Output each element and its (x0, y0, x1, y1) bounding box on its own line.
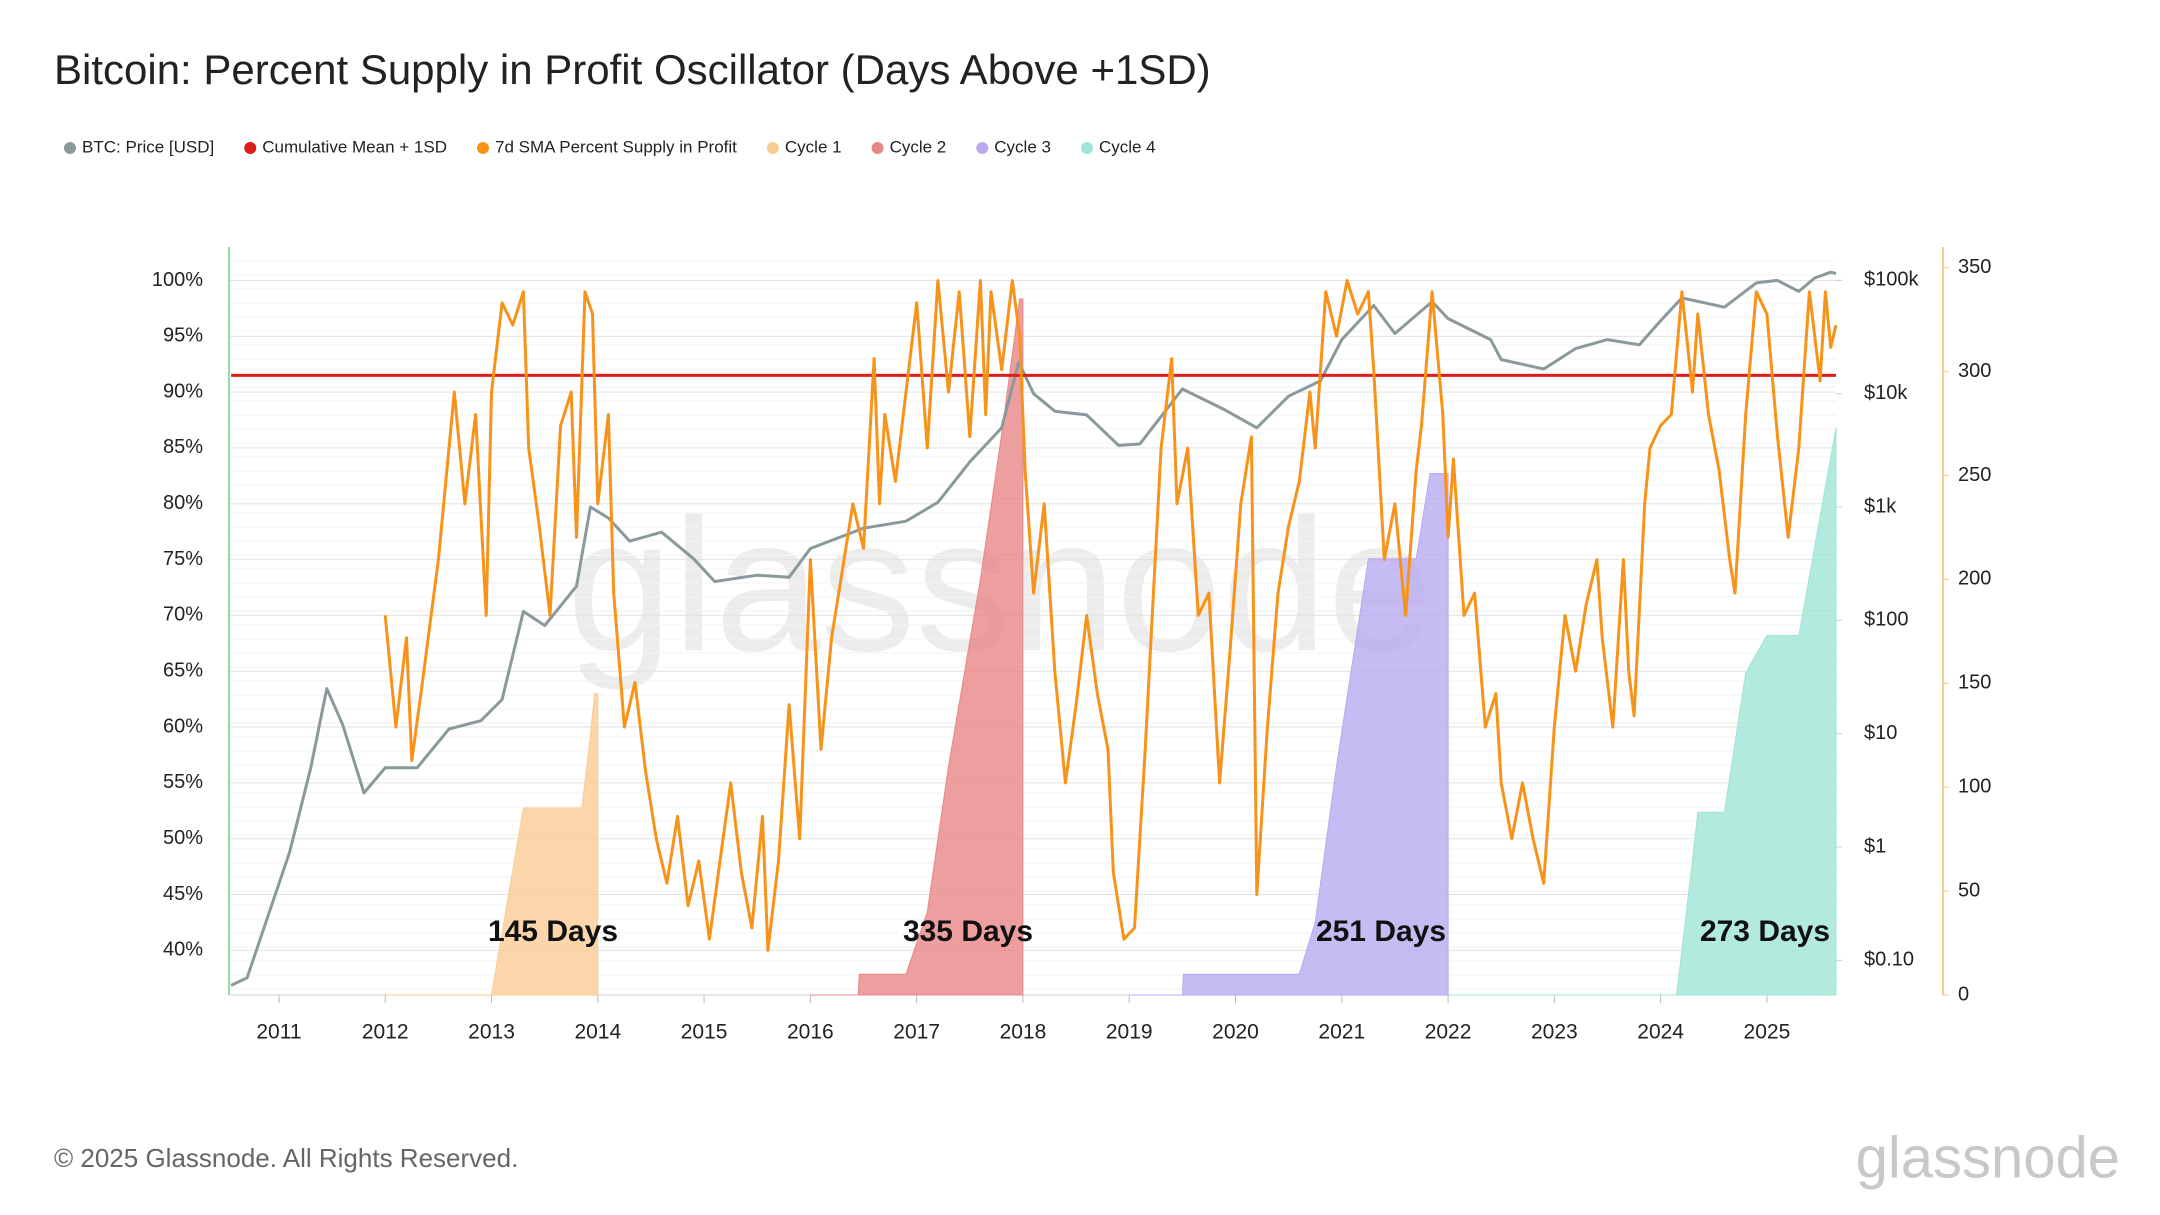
y3-tick-label: 200 (1958, 568, 1991, 590)
legend-label: Cycle 1 (785, 137, 842, 156)
x-tick-label: 2013 (468, 1021, 515, 1044)
y2-tick-label: $1k (1864, 495, 1897, 517)
x-tick-label: 2014 (574, 1021, 621, 1044)
x-tick-label: 2012 (362, 1021, 409, 1044)
legend-label: Cycle 2 (890, 137, 947, 156)
y3-tick-label: 50 (1958, 879, 1980, 901)
cycle-area (1129, 473, 1449, 996)
y-tick-label: 90% (163, 380, 203, 402)
y2-tick-label: $100k (1864, 269, 1919, 291)
annotation: 335 Days (903, 915, 1033, 948)
y-tick-label: 50% (163, 827, 203, 849)
legend-marker (766, 142, 779, 154)
legend-marker (976, 142, 989, 154)
y3-tick-label: 250 (1958, 464, 1991, 486)
y2-tick-label: $1 (1864, 835, 1886, 857)
annotation: 251 Days (1316, 915, 1446, 948)
x-tick-label: 2017 (893, 1021, 940, 1044)
y3-tick-label: 300 (1958, 360, 1991, 382)
x-tick-label: 2020 (1212, 1021, 1259, 1044)
y2-tick-label: $0.10 (1864, 949, 1914, 971)
legend-marker (244, 142, 257, 154)
x-tick-label: 2015 (681, 1021, 728, 1044)
legend-label: BTC: Price [USD] (82, 137, 214, 156)
legend-marker (1080, 142, 1093, 154)
legend-marker (64, 142, 76, 154)
y-tick-label: 85% (163, 436, 203, 458)
y3-tick-label: 350 (1958, 256, 1991, 278)
x-tick-label: 2018 (1000, 1021, 1047, 1044)
y2-tick-label: $100 (1864, 609, 1909, 631)
y-tick-label: 65% (163, 660, 203, 682)
logo: glassnode (1856, 1125, 2120, 1190)
y-tick-label: 80% (163, 492, 203, 514)
annotation: 145 Days (488, 915, 618, 948)
legend-label: Cycle 4 (1099, 137, 1156, 156)
legend-label: 7d SMA Percent Supply in Profit (495, 137, 737, 156)
y-tick-label: 70% (163, 604, 203, 626)
x-tick-label: 2025 (1744, 1021, 1791, 1044)
legend-marker (871, 142, 884, 154)
y-tick-label: 95% (163, 325, 203, 347)
x-tick-label: 2021 (1318, 1021, 1365, 1044)
footer: © 2025 Glassnode. All Rights Reserved. (54, 1143, 518, 1173)
series-line (230, 270, 1837, 987)
chart-title: Bitcoin: Percent Supply in Profit Oscill… (54, 46, 1211, 93)
legend-label: Cumulative Mean + 1SD (262, 137, 447, 156)
x-tick-label: 2024 (1637, 1021, 1684, 1044)
series-line (383, 279, 1838, 952)
cycle-area (1448, 427, 1837, 996)
y2-tick-label: $10 (1864, 722, 1897, 744)
x-tick-label: 2023 (1531, 1021, 1578, 1044)
y-tick-label: 100% (152, 269, 203, 291)
y3-tick-label: 150 (1958, 672, 1991, 694)
legend-marker (476, 142, 489, 154)
x-tick-label: 2011 (256, 1021, 301, 1044)
y-tick-label: 45% (163, 883, 203, 905)
legend-label: Cycle 3 (994, 137, 1051, 156)
cycle-area (385, 693, 599, 996)
y3-tick-label: 0 (1958, 983, 1969, 1005)
y2-tick-label: $10k (1864, 382, 1908, 404)
y-tick-label: 60% (163, 715, 203, 737)
x-tick-label: 2019 (1106, 1021, 1153, 1044)
annotation: 273 Days (1700, 915, 1830, 948)
y-tick-label: 55% (163, 771, 203, 793)
y3-tick-label: 100 (1958, 776, 1991, 798)
y-tick-label: 75% (163, 548, 203, 570)
x-tick-label: 2022 (1425, 1021, 1472, 1044)
y-tick-label: 40% (163, 939, 203, 961)
x-tick-label: 2016 (787, 1021, 834, 1044)
